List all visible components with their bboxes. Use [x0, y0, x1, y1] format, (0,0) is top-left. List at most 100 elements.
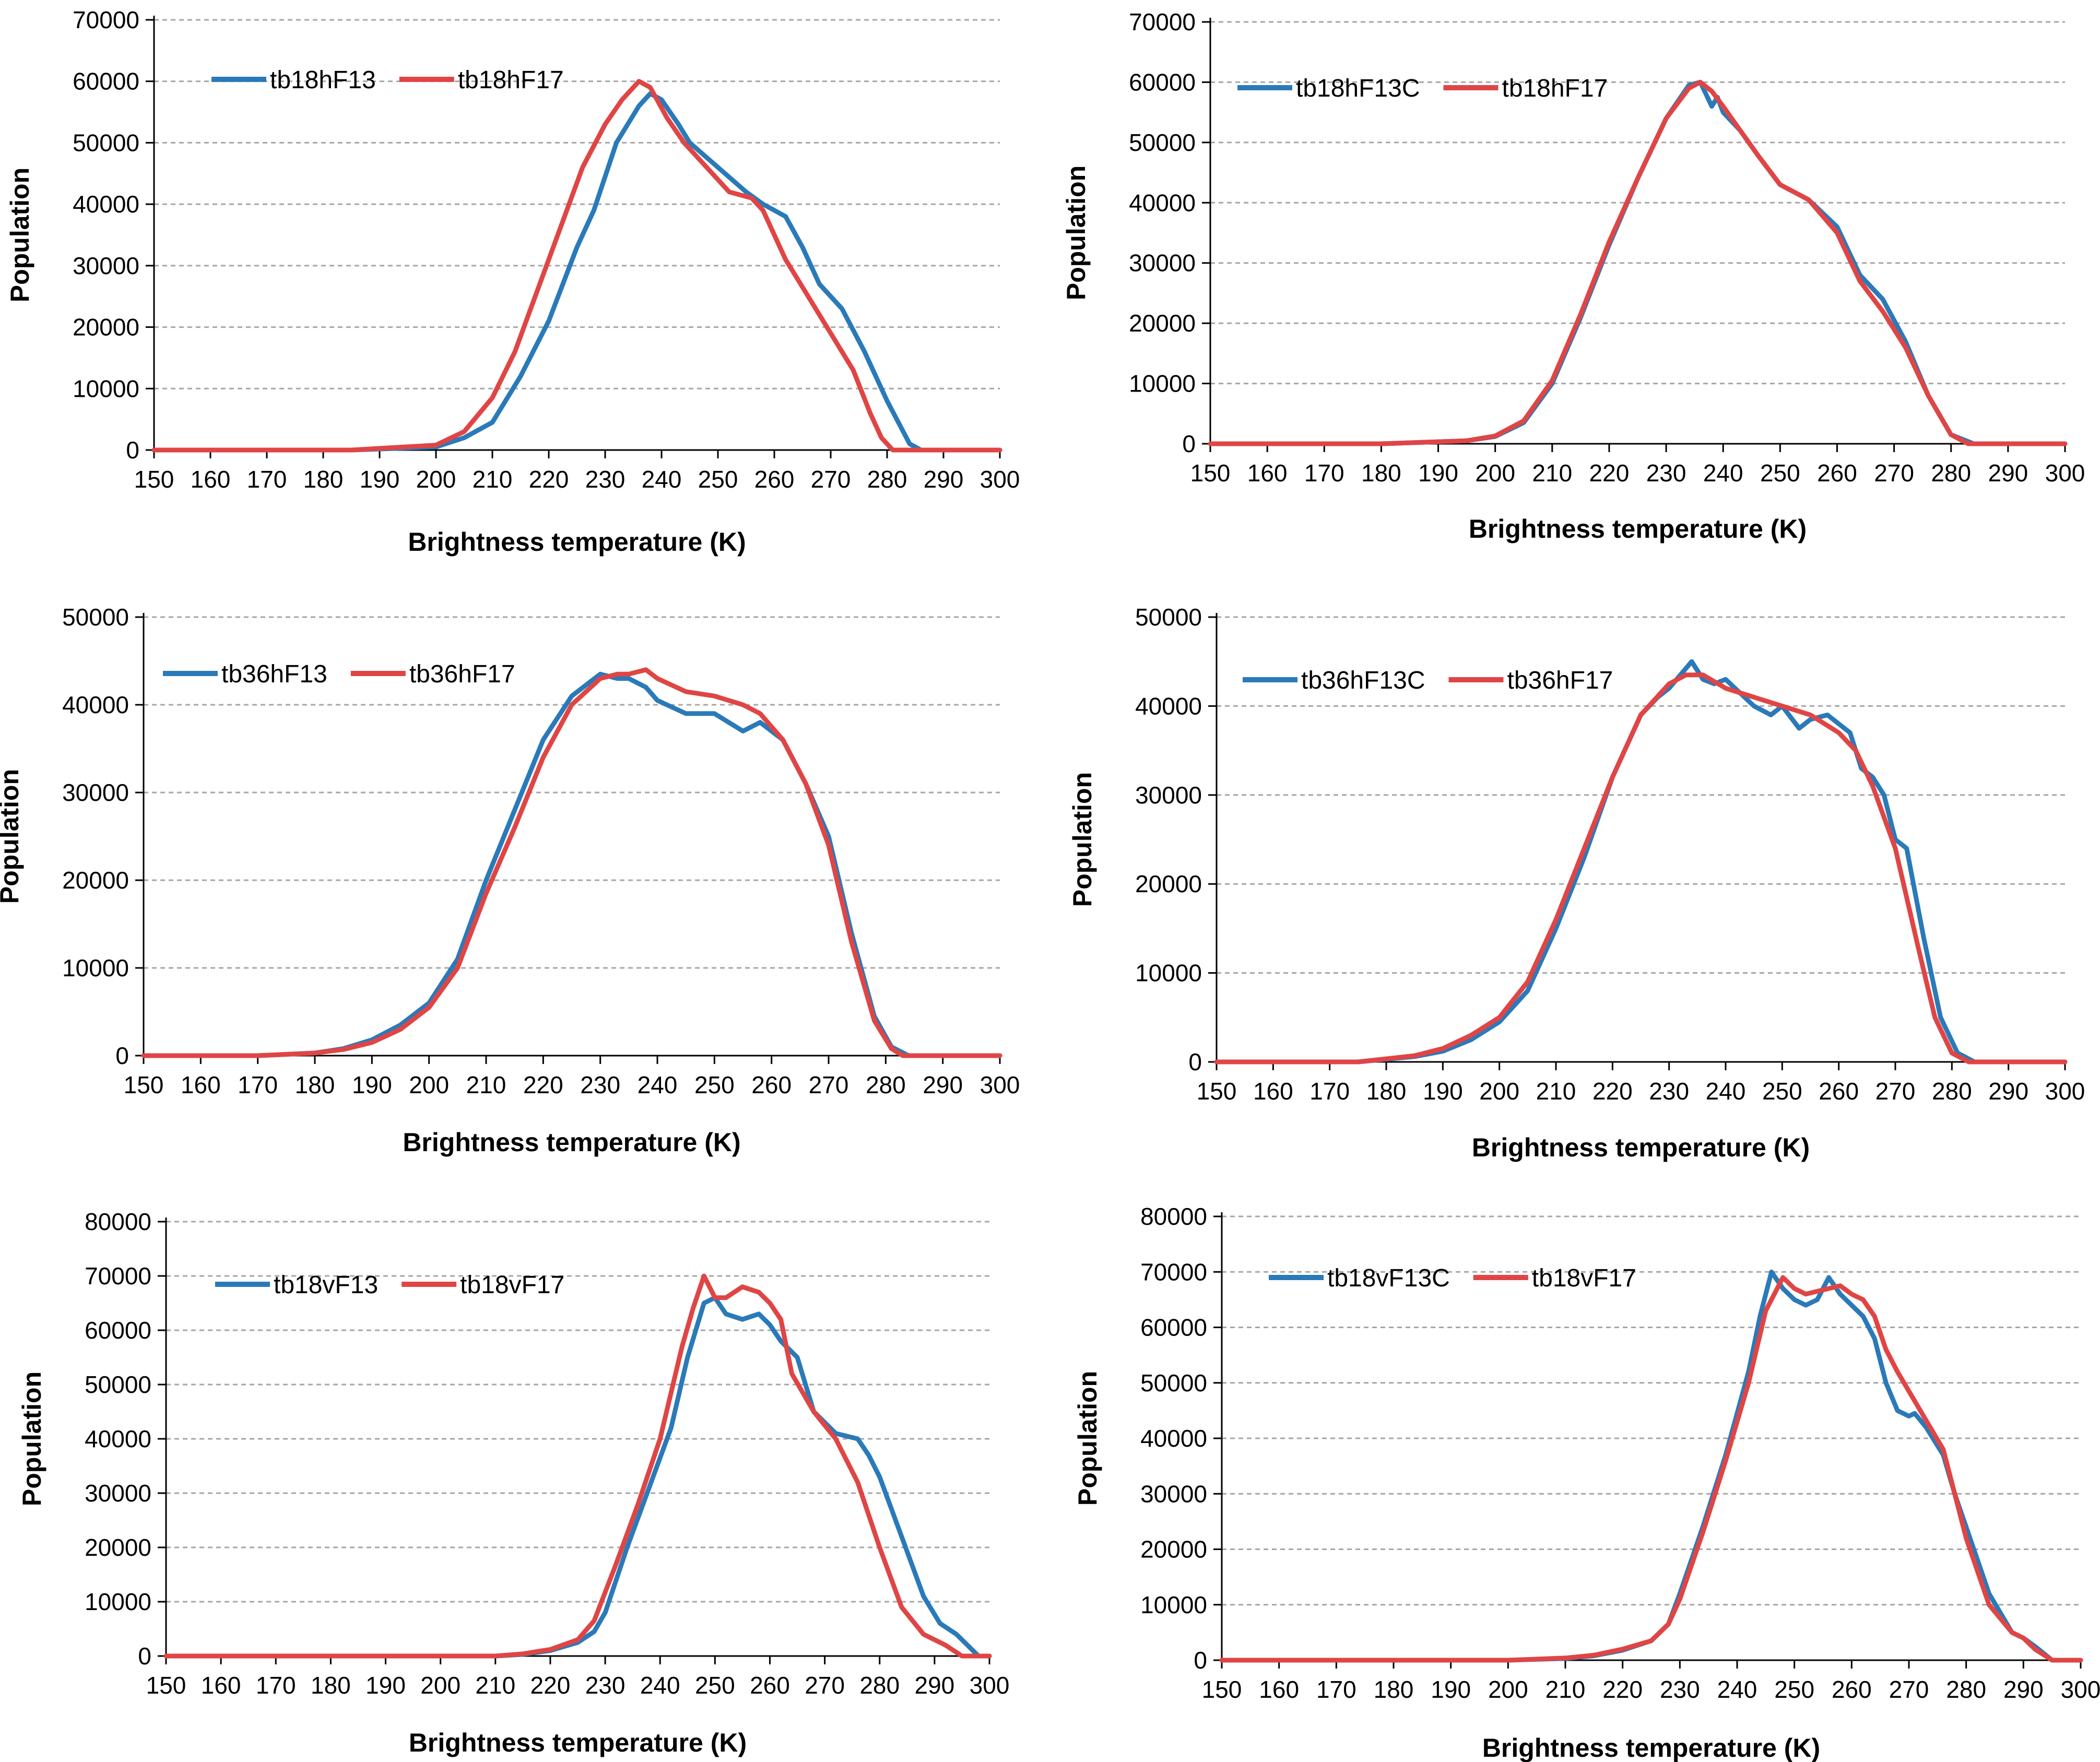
x-axis-title: Brightness temperature (K)	[1469, 514, 1807, 543]
y-axis-title: Population	[1068, 772, 1097, 907]
x-tick-label: 240	[1706, 1078, 1746, 1105]
x-tick-label: 270	[811, 466, 851, 493]
y-axis-title: Population	[0, 769, 24, 904]
legend-label: tb18vF13	[274, 1271, 378, 1299]
legend-label: tb18vF13C	[1327, 1264, 1450, 1292]
x-tick-label: 160	[1247, 459, 1288, 487]
x-tick-label: 290	[924, 466, 964, 493]
x-tick-label: 230	[585, 466, 626, 493]
x-tick-label: 300	[2045, 1078, 2085, 1105]
x-tick-label: 290	[1988, 1078, 2028, 1105]
x-tick-label: 270	[1889, 1676, 1929, 1703]
x-tick-label: 180	[1361, 459, 1401, 487]
x-tick-label: 170	[1309, 1078, 1350, 1105]
y-tick-label: 20000	[1140, 1536, 1207, 1563]
x-tick-label: 230	[585, 1672, 626, 1699]
x-tick-label: 180	[303, 466, 344, 493]
chart-panel-4: 0 10000 20000 30000 40000 50000 150 160 170 180 19…	[1068, 604, 2085, 1162]
x-tick-label: 230	[1660, 1676, 1700, 1703]
y-tick-label: 20000	[62, 867, 129, 894]
x-tick-label: 150	[1197, 1078, 1237, 1105]
x-tick-label: 280	[1932, 1078, 1972, 1105]
x-tick-label: 280	[1946, 1676, 1986, 1703]
y-tick-label: 80000	[1140, 1203, 1207, 1230]
x-tick-label: 250	[694, 1071, 735, 1098]
x-tick-label: 290	[923, 1071, 963, 1098]
x-tick-label: 250	[1774, 1676, 1814, 1703]
x-tick-label: 260	[754, 466, 795, 493]
x-axis-title: Brightness temperature (K)	[409, 1728, 747, 1757]
x-tick-label: 200	[1475, 459, 1515, 487]
y-tick-label: 50000	[1129, 129, 1196, 156]
y-tick-label: 0	[1188, 1048, 1202, 1075]
y-tick-label: 0	[1194, 1647, 1207, 1674]
x-tick-label: 210	[1545, 1676, 1586, 1703]
x-tick-label: 190	[1431, 1676, 1471, 1703]
x-tick-label: 200	[1479, 1078, 1519, 1105]
x-tick-label: 250	[698, 466, 738, 493]
series-line-1	[163, 1295, 992, 1659]
y-tick-label: 60000	[1129, 68, 1196, 96]
x-tick-label: 180	[1374, 1676, 1414, 1703]
y-tick-label: 30000	[1140, 1480, 1207, 1507]
x-tick-label: 270	[1875, 1078, 1916, 1105]
y-tick-label: 30000	[73, 252, 139, 279]
legend-label: tb36hF13	[221, 660, 327, 688]
y-tick-label: 10000	[85, 1588, 151, 1615]
y-tick-label: 40000	[73, 191, 139, 218]
y-tick-label: 10000	[1135, 960, 1202, 987]
x-tick-label: 160	[201, 1672, 241, 1699]
x-tick-label: 150	[1202, 1676, 1242, 1703]
y-tick-label: 70000	[85, 1262, 151, 1290]
y-tick-label: 40000	[62, 691, 129, 718]
x-tick-label: 200	[420, 1672, 461, 1699]
x-tick-label: 280	[859, 1672, 900, 1699]
legend-label: tb18hF13	[270, 66, 376, 94]
x-tick-label: 180	[1366, 1078, 1407, 1105]
y-tick-label: 60000	[85, 1317, 151, 1344]
legend-label: tb36hF13C	[1301, 667, 1425, 694]
x-tick-label: 170	[1304, 459, 1344, 487]
x-tick-label: 170	[247, 466, 287, 493]
x-tick-label: 260	[1819, 1078, 1859, 1105]
x-tick-label: 300	[2045, 459, 2085, 487]
y-tick-label: 30000	[62, 779, 129, 806]
x-tick-label: 200	[416, 466, 456, 493]
x-tick-label: 170	[1316, 1676, 1356, 1703]
x-tick-label: 230	[580, 1071, 620, 1098]
x-tick-label: 150	[146, 1672, 186, 1699]
x-tick-label: 160	[181, 1071, 221, 1098]
y-axis-title: Population	[1061, 165, 1091, 300]
series-line-2	[163, 1273, 992, 1659]
x-tick-label: 150	[124, 1071, 164, 1098]
x-tick-label: 250	[1760, 459, 1800, 487]
y-tick-label: 30000	[1129, 250, 1196, 277]
x-tick-label: 300	[980, 466, 1020, 493]
x-tick-label: 220	[523, 1071, 563, 1098]
series-line-1	[151, 91, 1002, 453]
y-axis-title: Population	[1073, 1371, 1102, 1506]
x-tick-label: 150	[134, 466, 174, 493]
y-tick-label: 60000	[73, 68, 139, 95]
y-tick-label: 10000	[62, 954, 129, 981]
x-tick-label: 170	[238, 1071, 278, 1098]
y-tick-label: 30000	[1135, 782, 1202, 809]
x-tick-label: 220	[1602, 1676, 1643, 1703]
legend-label: tb18hF13C	[1296, 75, 1420, 102]
series-line-2	[151, 79, 1002, 453]
x-tick-label: 190	[352, 1071, 392, 1098]
x-tick-label: 240	[638, 1071, 678, 1098]
legend-label: tb36hF17	[1507, 667, 1613, 694]
x-tick-label: 220	[1589, 459, 1630, 487]
x-tick-label: 210	[466, 1071, 506, 1098]
x-tick-label: 300	[980, 1071, 1020, 1098]
y-tick-label: 70000	[1129, 8, 1196, 36]
y-tick-label: 20000	[1135, 870, 1202, 897]
y-tick-label: 50000	[73, 129, 139, 156]
legend-label: tb36hF17	[409, 660, 515, 688]
x-tick-label: 190	[1418, 459, 1458, 487]
chart-panel-5: 0 10000 20000 30000 40000 50000 60000 70000 8000…	[17, 1208, 1009, 1757]
x-axis-title: Brightness temperature (K)	[403, 1128, 740, 1157]
x-tick-label: 210	[1536, 1078, 1576, 1105]
x-tick-label: 150	[1190, 459, 1231, 487]
